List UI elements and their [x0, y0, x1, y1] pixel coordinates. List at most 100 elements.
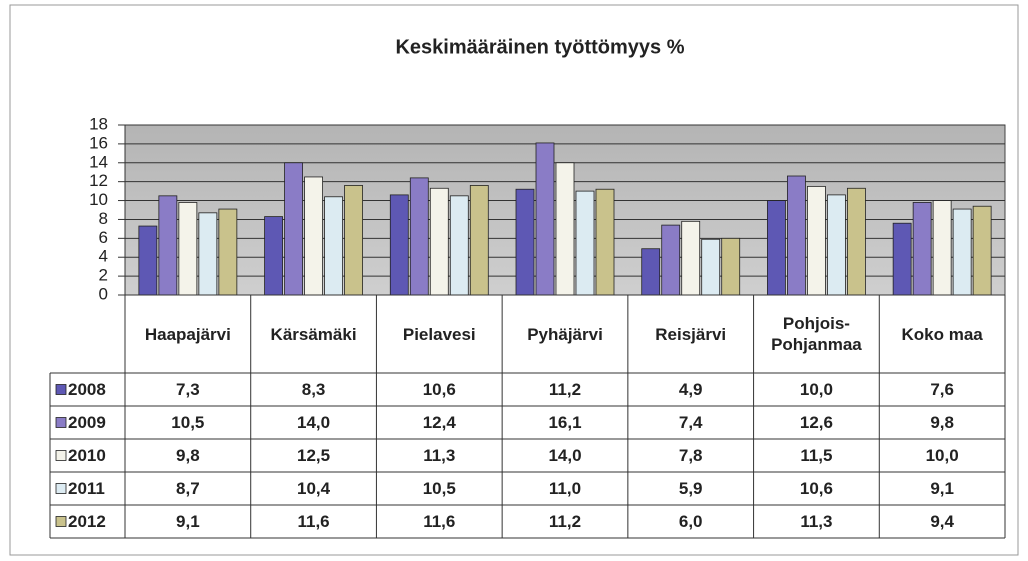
bar [555, 162, 575, 296]
data-table-value: 6,0 [678, 512, 703, 531]
legend-key [55, 417, 67, 428]
bar [681, 220, 701, 296]
category-label: Reisjärvi [655, 324, 727, 344]
bar [847, 187, 866, 296]
y-tick-label: 0 [99, 284, 108, 303]
legend-label: 2012 [68, 512, 106, 531]
legend-label: 2010 [68, 446, 106, 465]
bar [827, 194, 846, 296]
bar [767, 200, 786, 296]
data-table-value: 10,0 [925, 446, 959, 465]
chart-title: Keskimääräinen työttömyys % [395, 36, 684, 58]
legend-key [55, 450, 67, 461]
data-table-value: 9,1 [930, 479, 954, 498]
y-tick-label: 2 [99, 266, 108, 285]
data-table-value: 14,0 [548, 446, 582, 465]
bar [535, 142, 555, 296]
data-table-value: 8,7 [176, 479, 200, 498]
data-table-value: 4,9 [678, 380, 703, 399]
bar [515, 188, 535, 296]
bar [178, 202, 198, 296]
bar [324, 196, 343, 296]
legend-key [55, 516, 67, 527]
data-table-value: 10,5 [171, 413, 205, 432]
data-table-value: 11,2 [548, 512, 582, 531]
data-table-value: 7,8 [678, 446, 703, 465]
data-table-value: 7,4 [678, 413, 703, 432]
data-table-value: 9,8 [930, 413, 954, 432]
bar [952, 208, 972, 296]
data-table-value: 11,6 [423, 512, 456, 531]
data-table-value: 8,3 [301, 380, 326, 399]
bar [218, 208, 238, 296]
y-tick-label: 16 [89, 133, 108, 152]
bar [575, 190, 595, 296]
bar [595, 188, 615, 296]
data-table-value: 7,3 [176, 380, 200, 399]
data-table-value: 10,0 [799, 380, 833, 399]
bar [409, 177, 429, 296]
y-tick-label: 4 [99, 247, 108, 266]
data-table-value: 10,6 [799, 479, 833, 498]
bar [721, 237, 741, 296]
bar [787, 175, 806, 296]
bar [469, 185, 489, 296]
bar [264, 216, 283, 296]
bar [284, 162, 303, 296]
data-table-value: 14,0 [297, 413, 331, 432]
data-table-value: 10,6 [422, 380, 456, 399]
category-label: Kärsämäki [270, 324, 357, 344]
data-table-value: 11,2 [548, 380, 582, 399]
data-table-value: 11,3 [800, 512, 833, 531]
bar [972, 205, 992, 296]
data-table-value: 11,6 [297, 512, 330, 531]
bar [429, 187, 449, 296]
legend-label: 2011 [68, 479, 105, 498]
data-table-value: 11,0 [548, 479, 582, 498]
bar [641, 248, 661, 296]
legend-label: 2008 [68, 380, 106, 399]
y-tick-label: 6 [99, 228, 108, 247]
bar [932, 200, 952, 296]
category-label: Pielavesi [402, 324, 476, 344]
y-tick-label: 18 [89, 114, 108, 133]
bar [807, 185, 826, 296]
legend-key [55, 483, 67, 494]
data-table-value: 9,8 [176, 446, 200, 465]
bar [449, 195, 469, 296]
data-table-value: 16,1 [548, 413, 582, 432]
data-table-value: 10,4 [297, 479, 331, 498]
data-table-value: 12,5 [297, 446, 331, 465]
data-table-value: 12,4 [422, 413, 456, 432]
y-tick-label: 12 [89, 171, 108, 190]
legend-key [55, 384, 67, 395]
category-label: Koko maa [901, 324, 983, 344]
data-table-value: 10,5 [422, 479, 456, 498]
legend-label: 2009 [68, 413, 106, 432]
bar [661, 224, 681, 296]
data-table-value: 9,1 [176, 512, 200, 531]
y-tick-label: 14 [89, 152, 108, 171]
bar [912, 202, 932, 296]
data-table-value: 11,5 [800, 446, 833, 465]
category-label: Pyhäjärvi [527, 324, 603, 344]
data-table-value: 9,4 [930, 512, 954, 531]
category-label: Haapajärvi [144, 324, 231, 344]
bar [344, 185, 363, 296]
data-table-value: 11,3 [423, 446, 456, 465]
category-label: Pohjois-Pohjanmaa [771, 314, 862, 354]
bar [701, 238, 721, 296]
bar [138, 225, 158, 296]
y-tick-label: 10 [89, 190, 108, 209]
bar [304, 176, 323, 296]
data-table-value: 5,9 [678, 479, 703, 498]
bar [198, 212, 218, 296]
bar [158, 195, 178, 296]
data-table-value: 12,6 [799, 413, 833, 432]
data-table-value: 7,6 [930, 380, 954, 399]
bar [389, 194, 409, 296]
y-tick-label: 8 [99, 209, 108, 228]
bar [892, 222, 912, 296]
